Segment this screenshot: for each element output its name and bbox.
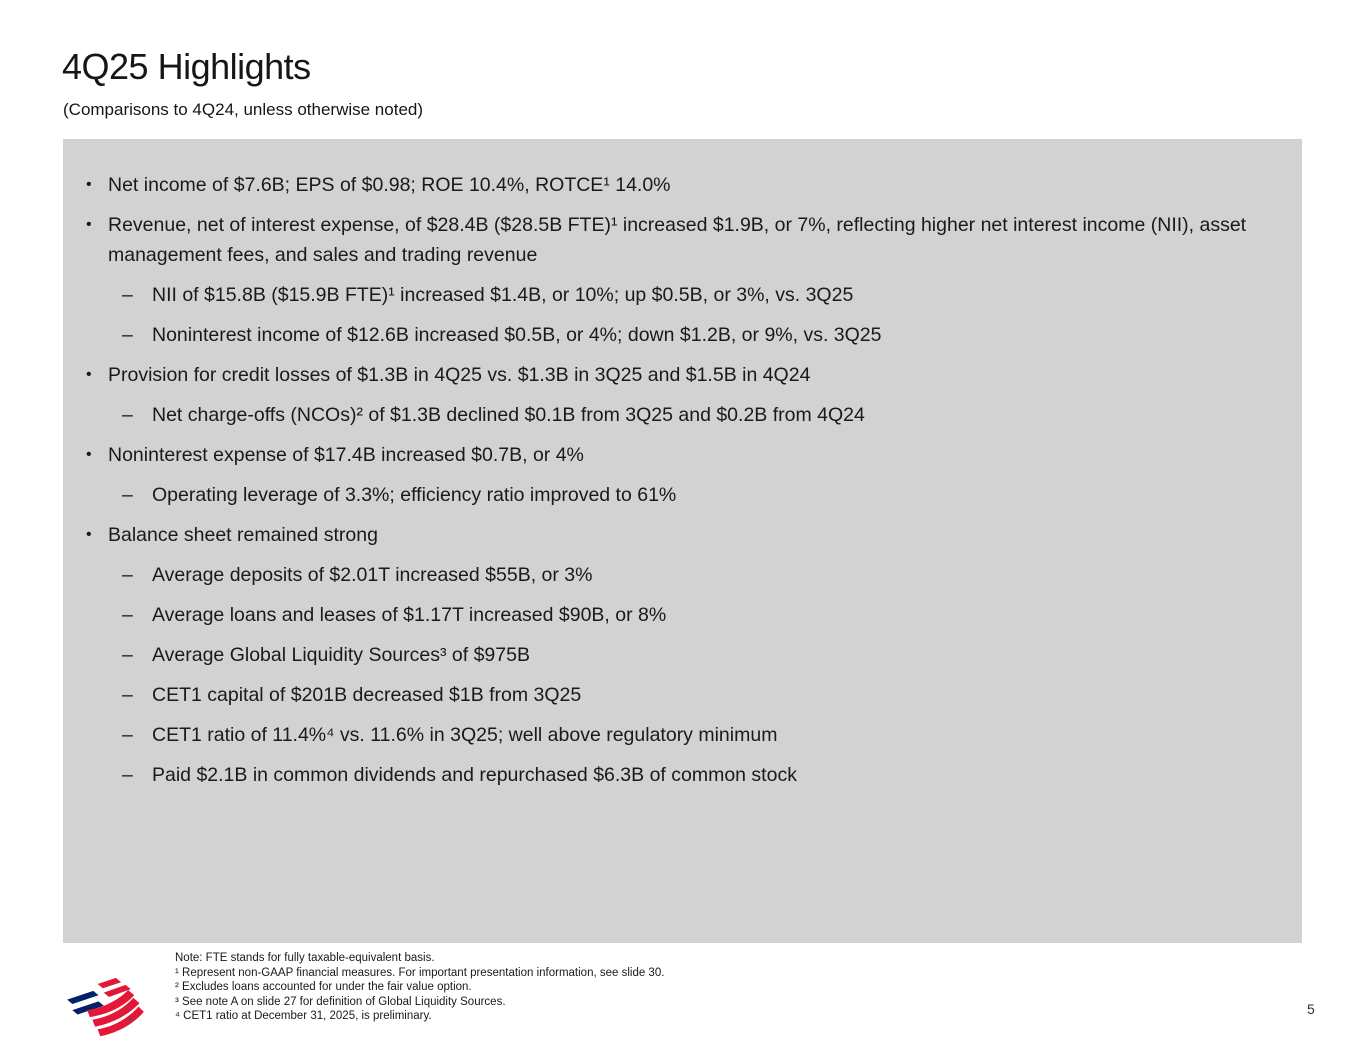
bullet-item: – Average loans and leases of $1.17T incr… <box>63 600 1276 630</box>
flag-logo-graphic <box>67 977 144 1037</box>
bullet-text: Paid $2.1B in common dividends and repur… <box>152 764 797 786</box>
bullet-text: Net charge-offs (NCOs)² of $1.3B decline… <box>152 404 865 426</box>
footnote-line: ¹ Represent non-GAAP financial measures.… <box>175 966 665 979</box>
bullet-item: – Average deposits of $2.01T increased $5… <box>63 560 1276 590</box>
bullet-item: – Operating leverage of 3.3%; efficiency … <box>63 480 1276 510</box>
page-subtitle: (Comparisons to 4Q24, unless otherwise n… <box>63 100 424 119</box>
bullet-item: – Average Global Liquidity Sources³ of $9… <box>63 640 1276 670</box>
bullet-text: CET1 ratio of 11.4%⁴ vs. 11.6% in 3Q25; … <box>152 724 778 746</box>
bullet-item: – NII of $15.8B ($15.9B FTE)¹ increased $… <box>63 280 1276 310</box>
bullet-marker: • <box>86 446 92 463</box>
bullet-item: • Revenue, net of interest expense, of $2… <box>63 210 1276 270</box>
bullet-text: Average deposits of $2.01T increased $55… <box>152 564 593 586</box>
bullet-marker: – <box>122 404 133 426</box>
bullet-item: • Balance sheet remained strong <box>63 520 1276 550</box>
registered-trademark-icon: ® <box>128 1017 134 1024</box>
bullet-marker: • <box>86 216 92 233</box>
page-number: 5 <box>1307 1001 1315 1017</box>
footnote-line: ² Excludes loans accounted for under the… <box>175 981 472 994</box>
bullet-text: Noninterest expense of $17.4B increased … <box>108 444 584 466</box>
bullet-text: Noninterest income of $12.6B increased $… <box>152 324 882 346</box>
bullet-item: • Provision for credit losses of $1.3B in… <box>63 360 1276 390</box>
page-title: 4Q25 Highlights <box>62 46 311 87</box>
bullet-text: Revenue, net of interest expense, of $28… <box>108 214 1247 266</box>
bullet-marker: • <box>86 526 92 543</box>
footnotes: Note: FTE stands for fully taxable-equiv… <box>175 951 664 1024</box>
bullet-item: – Paid $2.1B in common dividends and repu… <box>63 760 1276 790</box>
bullet-text: Net income of $7.6B; EPS of $0.98; ROE 1… <box>108 174 671 196</box>
bullet-marker: • <box>86 366 92 383</box>
bullet-text: Balance sheet remained strong <box>108 524 378 546</box>
bullet-item: – CET1 capital of $201B decreased $1B fro… <box>63 680 1276 710</box>
footnote-line: ³ See note A on slide 27 for definition … <box>175 995 506 1008</box>
bullet-text: CET1 capital of $201B decreased $1B from… <box>152 684 582 706</box>
bullet-marker: – <box>122 764 133 786</box>
bullet-marker: – <box>122 604 133 626</box>
bullet-item: – Net charge-offs (NCOs)² of $1.3B declin… <box>63 400 1276 430</box>
bullet-marker: • <box>86 176 92 193</box>
highlights-panel: • Net income of $7.6B; EPS of $0.98; ROE … <box>63 139 1302 943</box>
bullet-marker: – <box>122 684 133 706</box>
bullet-text: NII of $15.8B ($15.9B FTE)¹ increased $1… <box>152 284 854 306</box>
footnote-line: Note: FTE stands for fully taxable-equiv… <box>175 952 435 964</box>
bullet-text: Operating leverage of 3.3%; efficiency r… <box>152 484 677 506</box>
bullet-item: – CET1 ratio of 11.4%⁴ vs. 11.6% in 3Q25;… <box>63 720 1276 750</box>
bullet-item: • Net income of $7.6B; EPS of $0.98; ROE … <box>63 170 1276 200</box>
bullet-item: • Noninterest expense of $17.4B increased… <box>63 440 1276 470</box>
bullet-marker: – <box>122 724 133 746</box>
bullet-marker: – <box>122 484 133 506</box>
bank-of-america-flag-logo: ® <box>56 970 148 1038</box>
bullet-marker: – <box>122 324 133 346</box>
bullet-marker: – <box>122 644 133 666</box>
footnote-line: ⁴ CET1 ratio at December 31, 2025, is pr… <box>175 1010 432 1023</box>
bullet-text: Provision for credit losses of $1.3B in … <box>108 364 811 386</box>
bullet-list: • Net income of $7.6B; EPS of $0.98; ROE … <box>63 139 1302 790</box>
bullet-marker: – <box>122 564 133 586</box>
bullet-marker: – <box>122 284 133 306</box>
bullet-text: Average loans and leases of $1.17T incre… <box>152 604 667 626</box>
bullet-item: – Noninterest income of $12.6B increased … <box>63 320 1276 350</box>
bullet-text: Average Global Liquidity Sources³ of $97… <box>152 644 530 666</box>
